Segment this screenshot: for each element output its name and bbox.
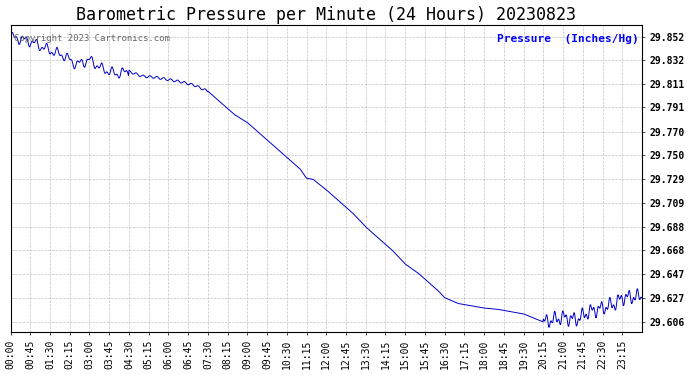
Title: Barometric Pressure per Minute (24 Hours) 20230823: Barometric Pressure per Minute (24 Hours… — [76, 6, 576, 24]
Text: Copyright 2023 Cartronics.com: Copyright 2023 Cartronics.com — [14, 34, 170, 44]
Text: Pressure  (Inches/Hg): Pressure (Inches/Hg) — [497, 34, 638, 44]
